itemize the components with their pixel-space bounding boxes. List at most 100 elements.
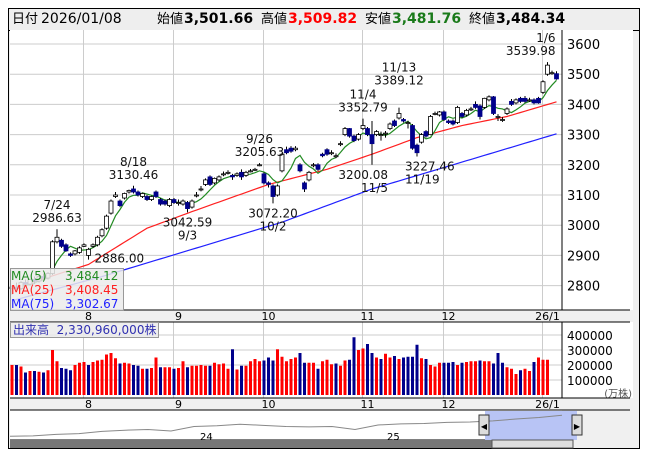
candle [428, 114, 433, 136]
candle [131, 185, 136, 194]
volume-bar [213, 362, 216, 395]
candle-body [491, 96, 496, 114]
navigator-year-label: 24 [200, 432, 213, 443]
candle-body [333, 155, 339, 158]
candle-body [428, 116, 433, 136]
low-value: 3,481.76 [392, 11, 462, 27]
candle [234, 172, 240, 177]
candle [423, 130, 429, 138]
candle [72, 249, 78, 256]
candle [437, 111, 442, 117]
volume-bar [312, 362, 315, 395]
candle-body [554, 73, 559, 80]
price-tick-label: 3500 [567, 68, 600, 83]
volume-bar [276, 349, 279, 395]
candle [464, 108, 469, 117]
volume-bar [514, 374, 518, 395]
navigator-left-handle[interactable]: ◀ [478, 414, 490, 436]
candle-body [536, 97, 541, 104]
candle [414, 143, 420, 157]
candle-body [504, 108, 510, 114]
candle [342, 127, 348, 137]
candle-body [432, 113, 438, 115]
volume-bar [496, 353, 500, 395]
volume-bar [141, 368, 144, 395]
price-annotation: 3352.79 [338, 101, 388, 115]
volume-bar [438, 362, 441, 395]
candle [248, 169, 253, 173]
scrollbar-track[interactable] [10, 440, 562, 448]
candle-body [189, 200, 195, 208]
volume-bar [64, 368, 68, 395]
price-annotation: 2886.00 [95, 252, 145, 266]
volume-bar [222, 363, 225, 395]
price-tick-label: 2900 [567, 249, 600, 264]
candle [405, 120, 411, 129]
volume-bar [352, 337, 356, 395]
month-tick-label: 10 [262, 310, 276, 323]
volume-bar [298, 353, 302, 395]
volume-bar [199, 365, 203, 395]
volume-bar [87, 365, 90, 395]
volume-bar [442, 362, 446, 395]
volume-bar [51, 350, 54, 395]
volume-bar [505, 367, 509, 395]
month-tick-label: 8 [85, 310, 92, 323]
candle-body [86, 248, 91, 256]
candle-body [527, 99, 532, 102]
volume-bar [132, 365, 135, 395]
volume-label: 出来高 [13, 323, 50, 337]
volume-bar [231, 349, 234, 395]
candle-body [144, 196, 150, 200]
candle-body [441, 111, 447, 120]
volume-bar [433, 366, 437, 395]
candle-body [315, 164, 321, 170]
candle-body [545, 64, 550, 75]
candle [455, 105, 460, 125]
candle-body [459, 113, 465, 117]
candle [302, 181, 307, 192]
candle [495, 114, 501, 122]
candle [221, 171, 226, 177]
volume-bar [136, 365, 140, 395]
volume-bar [145, 368, 149, 395]
candle [225, 170, 231, 175]
navigator-right-handle[interactable]: ▶ [571, 414, 583, 436]
volume-bar [321, 361, 324, 395]
volume-bar [172, 368, 176, 395]
candle-body [122, 193, 127, 199]
candle-body [90, 244, 96, 247]
candle [266, 181, 271, 188]
candle-body [221, 173, 226, 176]
candle [113, 191, 118, 199]
volume-bar [447, 362, 450, 395]
candle [243, 170, 249, 177]
scrollbar-thumb[interactable] [491, 439, 574, 449]
volume-bar [204, 365, 207, 395]
candle [275, 184, 280, 197]
candle [333, 153, 339, 159]
candle [122, 192, 127, 200]
candle-body [131, 188, 136, 193]
candle-body [203, 179, 208, 185]
candle [212, 177, 217, 185]
candle [549, 70, 555, 75]
candle-body [396, 113, 402, 119]
candle [288, 146, 294, 153]
candle-body [266, 182, 271, 185]
candle [482, 97, 487, 109]
volume-bar [10, 365, 14, 395]
candle-body [531, 99, 537, 104]
volume-month-tick-label: 12 [442, 398, 456, 411]
candle [531, 98, 537, 105]
candle [509, 98, 514, 106]
volume-bar [510, 368, 513, 395]
volume-month-tick-label: 26/1 [535, 398, 560, 411]
candle-body [342, 128, 348, 135]
candle [81, 243, 87, 247]
candle [378, 131, 384, 141]
price-panel [10, 30, 562, 310]
volume-bar [424, 359, 428, 395]
high-label: 高値 [261, 12, 288, 27]
